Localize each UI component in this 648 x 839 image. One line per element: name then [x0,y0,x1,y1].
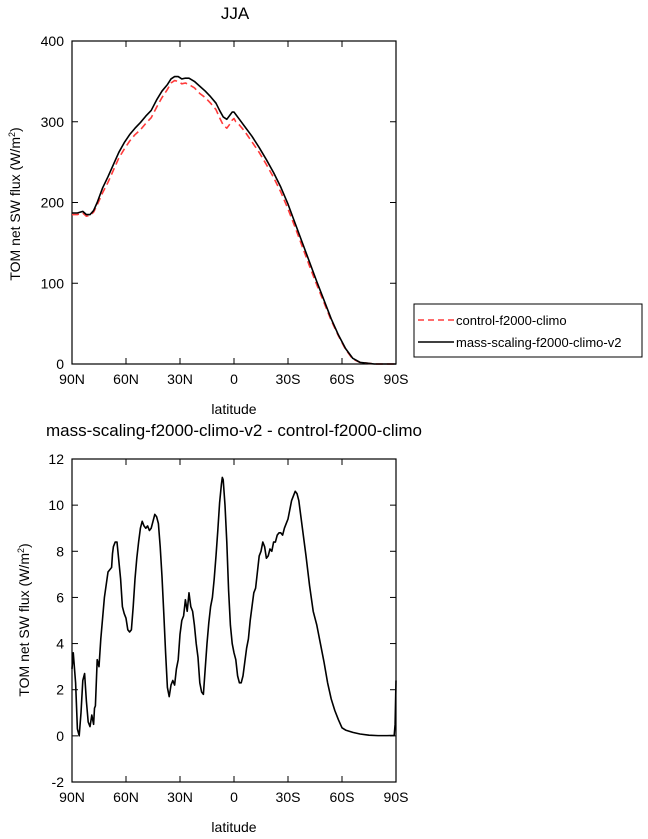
bottom-y-tick-label: 12 [48,451,64,467]
top-x-tick-label: 0 [230,371,238,387]
top-x-tick-label: 30N [167,371,193,387]
top-x-tick-label: 60S [330,371,355,387]
top-plot-frame [71,40,397,365]
bottom-y-tick-label: 0 [56,728,64,744]
top-series-line-mass-scaling-f2000-climo-v2 [72,75,396,365]
top-y-axis-label: TOM net SW flux (W/m2) [7,127,23,280]
bottom-y-tick-label: 10 [48,497,64,513]
top-x-tick-label: 90S [384,371,409,387]
top-x-axis-label: latitude [211,401,256,417]
top-y-tick-label: 100 [41,275,65,291]
bottom-chart-title: mass-scaling-f2000-climo-v2 - control-f2… [46,421,422,440]
bottom-x-tick-label: 60N [113,789,139,805]
top-chart-title: JJA [221,4,250,23]
bottom-x-tick-label: 0 [230,789,238,805]
top-ticks: 90N 60N 30N 0 30S 60S 90S 0 100 200 300 400 [41,33,409,387]
bottom-series-group [71,476,397,737]
legend-label-control: control-f2000-climo [456,313,567,328]
top-series-line-control-f2000-climo [72,79,396,365]
top-x-tick-label: 30S [276,371,301,387]
top-y-tick-label: 300 [41,114,65,130]
legend-box [413,303,643,358]
bottom-y-tick-label: 2 [56,682,64,698]
bottom-x-tick-label: 30N [167,789,193,805]
bottom-y-tick-label: 4 [56,636,64,652]
bottom-y-axis-label: TOM net SW flux (W/m2) [16,543,32,696]
bottom-y-tick-label: 8 [56,543,64,559]
bottom-x-tick-label: 90N [59,789,85,805]
top-x-tick-label: 60N [113,371,139,387]
bottom-y-tick-label: -2 [52,774,65,790]
top-legend: control-f2000-climo mass-scaling-f2000-c… [413,303,643,358]
bottom-ticks: 90N 60N 30N 0 30S 60S 90S -2 0 2 4 6 8 10 12 [48,451,408,805]
top-y-tick-label: 400 [41,33,65,49]
bottom-plot-frame [71,458,397,783]
top-x-tick-label: 90N [59,371,85,387]
top-series-group [72,75,396,365]
legend-label-mass-scaling: mass-scaling-f2000-climo-v2 [456,335,621,350]
bottom-x-axis-label: latitude [211,819,256,835]
bottom-y-tick-label: 6 [56,589,64,605]
top-y-tick-label: 200 [41,195,65,211]
bottom-x-tick-label: 30S [276,789,301,805]
top-y-tick-label: 0 [56,356,64,372]
bottom-x-tick-label: 60S [330,789,355,805]
top-panel: JJA 90N 60N 30N 0 30S 60S 90S 0 100 200 300 400 lat… [7,4,643,417]
bottom-x-tick-label: 90S [384,789,409,805]
bottom-panel: mass-scaling-f2000-climo-v2 - control-f2… [16,421,422,835]
bottom-series-line-mass-scaling-f2000-climo-v2-control-f2000-climo [71,476,397,737]
